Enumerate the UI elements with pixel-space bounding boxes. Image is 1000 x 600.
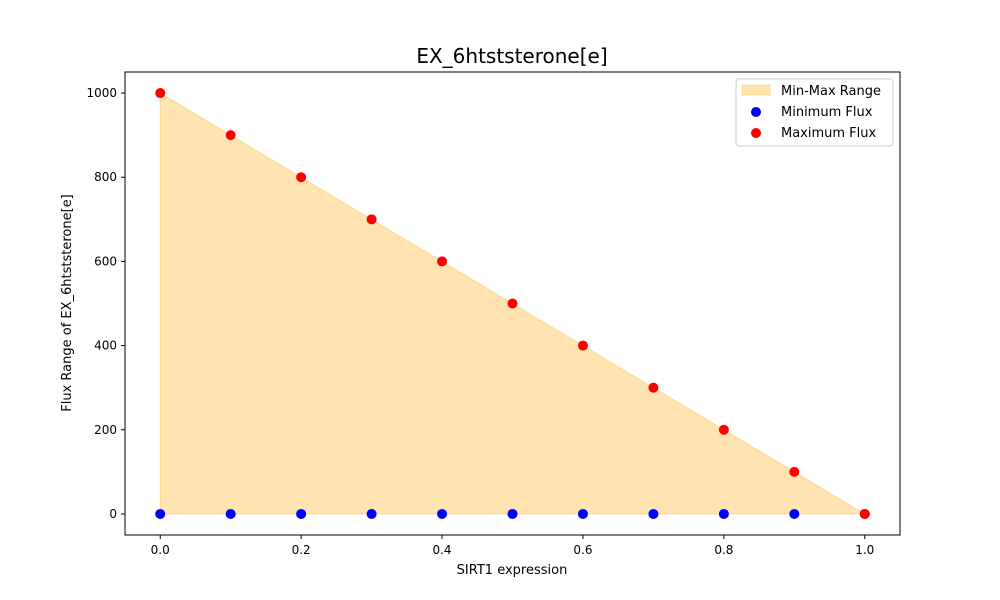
legend-swatch-range	[741, 84, 771, 96]
min-flux-point	[577, 508, 588, 519]
legend-label-min: Minimum Flux	[781, 105, 873, 120]
max-flux-point	[718, 424, 729, 435]
min-flux-point	[296, 508, 307, 519]
max-flux-point	[366, 214, 377, 225]
min-flux-point	[648, 508, 659, 519]
min-flux-point	[155, 508, 166, 519]
x-tick-label: 0.0	[151, 543, 170, 557]
x-tick-label: 0.2	[292, 543, 311, 557]
plot-frame	[124, 71, 901, 536]
x-tick-label: 0.8	[714, 543, 733, 557]
min-flux-point	[718, 508, 729, 519]
x-tick-label: 0.6	[573, 543, 592, 557]
y-tick-label: 600	[94, 254, 117, 268]
legend-marker-min	[751, 107, 761, 117]
max-flux-point	[789, 466, 800, 477]
min-flux-point	[366, 508, 377, 519]
min-flux-point	[225, 508, 236, 519]
max-flux-point	[225, 130, 236, 141]
max-flux-point	[648, 382, 659, 393]
max-flux-point	[296, 172, 307, 183]
max-flux-point	[155, 88, 166, 99]
chart-title: EX_6htststerone[e]	[416, 44, 607, 68]
y-tick-label: 1000	[86, 86, 117, 100]
legend-marker-max	[751, 128, 761, 138]
y-axis-label: Flux Range of EX_6htststerone[e]	[60, 194, 75, 412]
max-flux-point	[437, 256, 448, 267]
legend-label-max: Maximum Flux	[781, 126, 877, 141]
min-flux-point	[437, 508, 448, 519]
y-tick-label: 400	[94, 339, 117, 353]
max-flux-point	[507, 298, 518, 309]
max-flux-point	[577, 340, 588, 351]
legend: Min-Max Range Minimum Flux Maximum Flux	[735, 78, 894, 147]
x-tick-label: 0.4	[432, 543, 451, 557]
min-flux-point	[789, 508, 800, 519]
y-axis: 0 200 400 600 800 1000	[86, 86, 125, 521]
x-axis: 0.0 0.2 0.4 0.6 0.8 1.0	[151, 535, 874, 557]
min-flux-point	[507, 508, 518, 519]
y-tick-label: 800	[94, 170, 117, 184]
legend-label-range: Min-Max Range	[781, 84, 881, 99]
max-flux-point	[859, 508, 870, 519]
y-tick-label: 200	[94, 423, 117, 437]
x-axis-label: SIRT1 expression	[457, 563, 568, 578]
y-tick-label: 0	[109, 507, 117, 521]
legend-box	[735, 78, 894, 147]
x-tick-label: 1.0	[855, 543, 874, 557]
